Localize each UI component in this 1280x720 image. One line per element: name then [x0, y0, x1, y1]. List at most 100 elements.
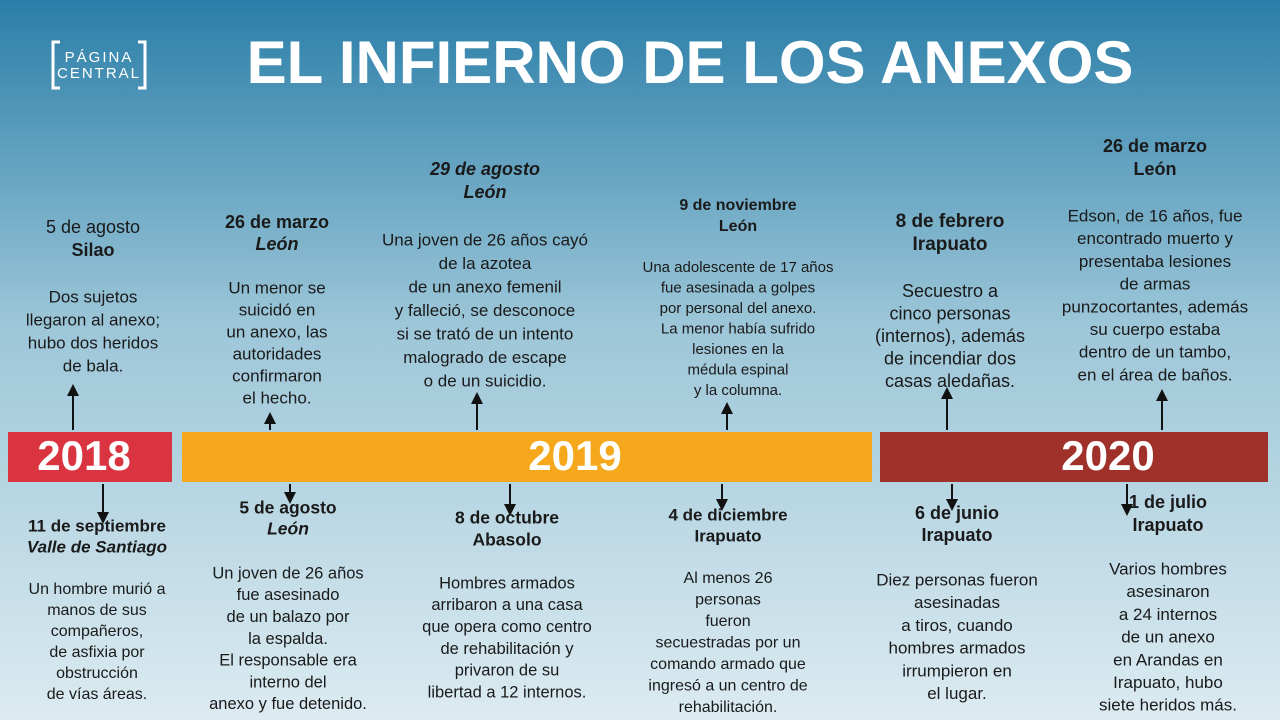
event-text: cinco personas	[889, 303, 1010, 323]
event-text: Un menor se	[228, 278, 325, 297]
year-bar	[182, 432, 872, 482]
event-text: Un joven de 26 años	[212, 564, 363, 582]
event-place: Silao	[71, 240, 114, 260]
event-text: encontrado muerto y	[1077, 229, 1233, 248]
event-text: Un hombre murió a	[29, 581, 166, 598]
event-text: de incendiar dos	[884, 348, 1016, 368]
event-text: la espalda.	[248, 630, 328, 648]
event-text: a tiros, cuando	[901, 616, 1013, 635]
event-place: Irapuato	[913, 234, 988, 255]
event-text: anexo y fue detenido.	[209, 695, 367, 713]
event-text: fue asesinado	[237, 586, 340, 604]
event-text: fueron	[705, 613, 750, 630]
event-place: León	[256, 234, 299, 254]
event-place: Irapuato	[1132, 515, 1203, 535]
event-date: 11 de septiembre	[28, 516, 166, 535]
event-text: de un anexo	[1121, 628, 1215, 647]
event-place: León	[464, 182, 507, 202]
event-text: si se trató de un intento	[397, 324, 574, 343]
event-text: que opera como centro	[422, 618, 592, 636]
event-text: de asfixia por	[49, 644, 145, 661]
event-text: de vías áreas.	[47, 686, 148, 703]
event-text: de la azotea	[439, 254, 532, 273]
event-date: 8 de febrero	[896, 211, 1005, 232]
event-text: punzocortantes, además	[1062, 297, 1248, 316]
event-place: Irapuato	[694, 526, 761, 545]
event-date: 26 de marzo	[225, 212, 329, 232]
event-text: arribaron a una casa	[431, 596, 583, 614]
year-bar	[880, 432, 1268, 482]
event-text: fue asesinada a golpes	[661, 279, 815, 296]
event-text: de un anexo femenil	[408, 277, 561, 296]
event-date: 4 de diciembre	[668, 505, 787, 524]
event-text: y la columna.	[694, 382, 782, 399]
event-text: interno del	[249, 673, 326, 691]
event-text: asesinadas	[914, 593, 1000, 612]
logo-text: CENTRAL	[57, 65, 141, 82]
event-text: casas aledañas.	[885, 371, 1015, 391]
logo-text: PÁGINA	[65, 49, 134, 66]
event-date: 6 de junio	[915, 503, 999, 523]
event-text: irrumpieron en	[902, 661, 1012, 680]
event-text: de un balazo por	[227, 608, 350, 626]
event-place: León	[267, 519, 309, 539]
event-date: 5 de agosto	[46, 217, 140, 237]
event-place: Irapuato	[921, 525, 992, 545]
event-text: libertad a 12 internos.	[428, 683, 587, 701]
event-place: Valle de Santiago	[27, 537, 167, 556]
event-date: 1 de julio	[1129, 492, 1207, 512]
event-text: Secuestro a	[902, 281, 999, 301]
event-date: 29 de agosto	[429, 159, 540, 179]
event-text: Al menos 26	[684, 570, 773, 587]
event-text: de armas	[1120, 275, 1191, 294]
year-bar	[8, 432, 172, 482]
event-text: rehabilitación.	[679, 699, 778, 716]
event-text: un anexo, las	[226, 322, 327, 341]
event-text: hombres armados	[888, 639, 1025, 658]
event-text: Edson, de 16 años, fue	[1068, 206, 1243, 225]
event-text: médula espinal	[688, 361, 789, 378]
title: EL INFIERNO DE LOS ANEXOS	[247, 29, 1134, 96]
event-text: el lugar.	[927, 684, 987, 703]
event-text: confirmaron	[232, 366, 322, 385]
event-text: y falleció, se desconoce	[395, 301, 576, 320]
event-text: Una joven de 26 años cayó	[382, 230, 588, 249]
event-text: asesinaron	[1126, 582, 1209, 601]
event-text: de bala.	[63, 356, 124, 375]
event-text: su cuerpo estaba	[1090, 320, 1221, 339]
event-text: privaron de su	[455, 662, 560, 680]
event-text: personas	[695, 592, 761, 609]
event-place: León	[1134, 159, 1177, 179]
year-label: 2018	[37, 432, 130, 479]
logo-frame	[51, 40, 147, 90]
event-text: manos de sus	[47, 602, 147, 619]
event-text: suicidó en	[239, 300, 316, 319]
event-text: el hecho.	[243, 388, 312, 407]
event-text: por personal del anexo.	[660, 300, 817, 317]
event-text: Varios hombres	[1109, 559, 1227, 578]
event-text: en Arandas en	[1113, 650, 1223, 669]
event-text: El responsable era	[219, 652, 357, 670]
event-text: comando armado que	[650, 656, 806, 673]
event-text: presentaba lesiones	[1079, 252, 1231, 271]
event-text: hubo dos heridos	[28, 333, 158, 352]
event-text: Dos sujetos	[49, 287, 138, 306]
event-text: a 24 internos	[1119, 605, 1217, 624]
event-date: 26 de marzo	[1103, 136, 1207, 156]
event-text: Diez personas fueron	[876, 570, 1038, 589]
event-text: Una adolescente de 17 años	[643, 259, 834, 276]
event-text: o de un suicidio.	[424, 371, 547, 390]
event-text: llegaron al anexo;	[26, 310, 160, 329]
event-text: ingresó a un centro de	[648, 678, 807, 695]
event-text: (internos), además	[875, 326, 1025, 346]
event-text: La menor había sufrido	[661, 320, 815, 337]
event-text: secuestradas por un	[656, 635, 801, 652]
event-date: 8 de octubre	[455, 508, 559, 528]
year-label: 2020	[1061, 432, 1154, 479]
event-text: Irapuato, hubo	[1113, 673, 1223, 692]
event-text: malogrado de escape	[403, 348, 567, 367]
event-place: León	[719, 218, 757, 235]
event-place: Abasolo	[472, 530, 541, 550]
